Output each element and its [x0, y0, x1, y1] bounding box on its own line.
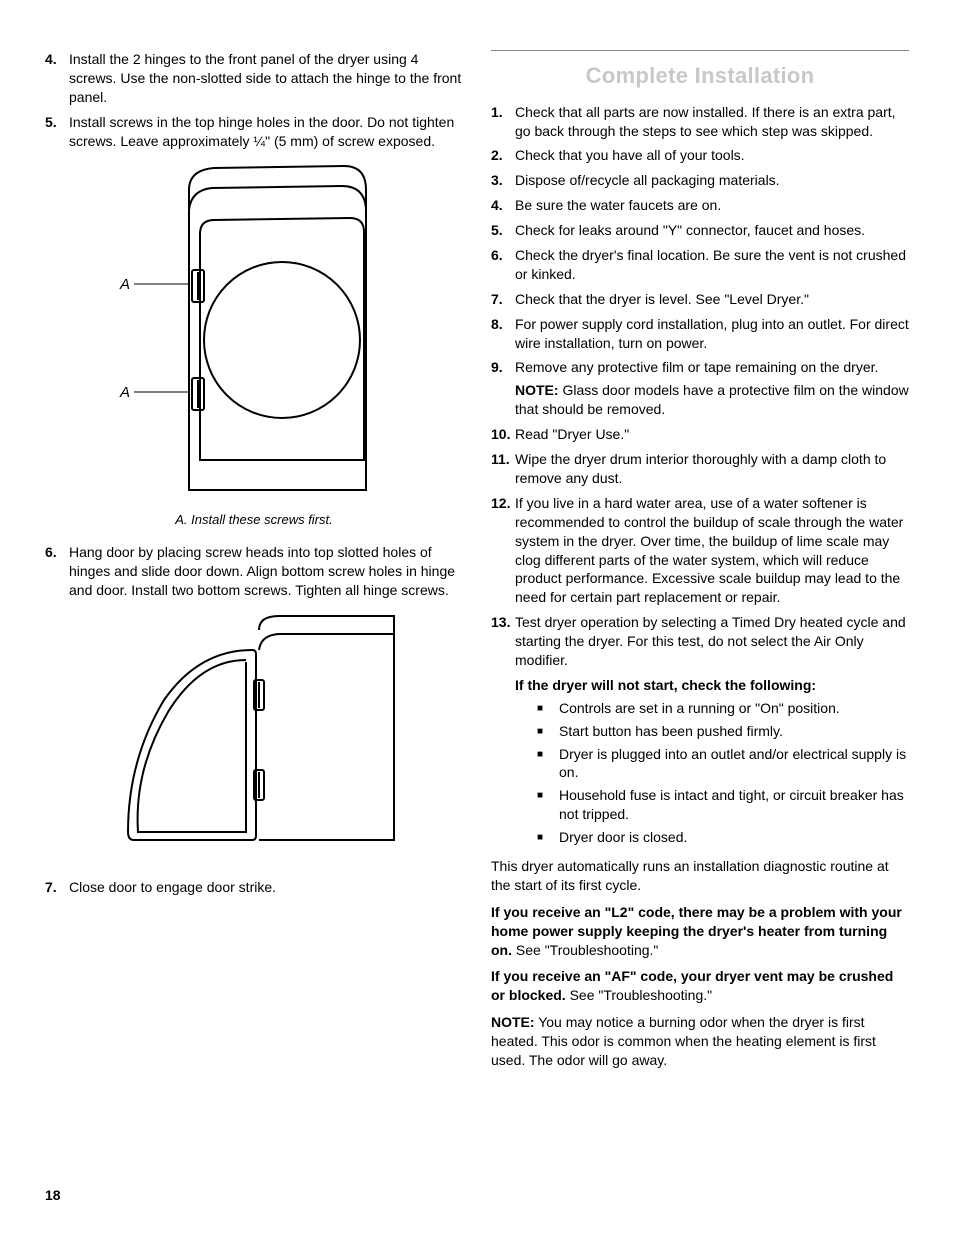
l2-rest: See "Troubleshooting."	[512, 942, 658, 958]
square-bullet-icon: ■	[537, 722, 559, 741]
note-text: You may notice a burning odor when the d…	[491, 1014, 876, 1068]
step-item: 10.Read "Dryer Use."	[491, 425, 909, 444]
step-item: 5.Install screws in the top hinge holes …	[45, 113, 463, 151]
dryer-door-hang-illustration	[104, 610, 404, 860]
square-bullet-icon: ■	[537, 786, 559, 824]
step-item: 13. Test dryer operation by selecting a …	[491, 613, 909, 851]
step-number: 6.	[45, 543, 69, 600]
step-9-note: NOTE: Glass door models have a protectiv…	[515, 381, 909, 419]
bullet-text: Dryer is plugged into an outlet and/or e…	[559, 745, 909, 783]
l2-code-note: If you receive an "L2" code, there may b…	[491, 903, 909, 960]
step-text: Dispose of/recycle all packaging materia…	[515, 171, 909, 190]
step-number: 11.	[491, 450, 515, 488]
step-item: 6.Hang door by placing screw heads into …	[45, 543, 463, 600]
step-text: Wipe the dryer drum interior thoroughly …	[515, 450, 909, 488]
step-text: Test dryer operation by selecting a Time…	[515, 613, 909, 851]
left-column: 4.Install the 2 hinges to the front pane…	[45, 50, 463, 1078]
step-number: 13.	[491, 613, 515, 851]
step-number: 4.	[491, 196, 515, 215]
divider	[491, 50, 909, 51]
af-rest: See "Troubleshooting."	[566, 987, 712, 1003]
step-number: 7.	[491, 290, 515, 309]
diagnostic-text: This dryer automatically runs an install…	[491, 857, 909, 895]
step-number: 6.	[491, 246, 515, 284]
bullet-text: Household fuse is intact and tight, or c…	[559, 786, 909, 824]
right-column: Complete Installation 1.Check that all p…	[491, 50, 909, 1078]
square-bullet-icon: ■	[537, 828, 559, 847]
final-note: NOTE: You may notice a burning odor when…	[491, 1013, 909, 1070]
step-item: 9. Remove any protective film or tape re…	[491, 358, 909, 419]
step-item: 4.Install the 2 hinges to the front pane…	[45, 50, 463, 107]
step-text: Check for leaks around "Y" connector, fa…	[515, 221, 909, 240]
step-item: 5.Check for leaks around "Y" connector, …	[491, 221, 909, 240]
step-number: 9.	[491, 358, 515, 419]
step-text: Read "Dryer Use."	[515, 425, 909, 444]
step-text: If you live in a hard water area, use of…	[515, 494, 909, 607]
step-item: 2.Check that you have all of your tools.	[491, 146, 909, 165]
dryer-front-illustration: A A	[104, 160, 404, 500]
bullet-item: ■Start button has been pushed firmly.	[537, 722, 909, 741]
step-9-text: Remove any protective film or tape remai…	[515, 358, 909, 377]
step-text: Check that all parts are now installed. …	[515, 103, 909, 141]
page-number: 18	[45, 1186, 61, 1205]
square-bullet-icon: ■	[537, 699, 559, 718]
note-label: NOTE:	[515, 382, 559, 398]
step-text: Check the dryer's final location. Be sur…	[515, 246, 909, 284]
step-item: 4.Be sure the water faucets are on.	[491, 196, 909, 215]
step-text: Install screws in the top hinge holes in…	[69, 113, 463, 151]
check-heading: If the dryer will not start, check the f…	[515, 676, 909, 695]
step-item: 12.If you live in a hard water area, use…	[491, 494, 909, 607]
bullet-item: ■Dryer door is closed.	[537, 828, 909, 847]
figure-hang-door	[45, 610, 463, 865]
step-13-text: Test dryer operation by selecting a Time…	[515, 613, 909, 670]
step-item: 7.Check that the dryer is level. See "Le…	[491, 290, 909, 309]
step-text: Install the 2 hinges to the front panel …	[69, 50, 463, 107]
step-item: 3.Dispose of/recycle all packaging mater…	[491, 171, 909, 190]
section-title: Complete Installation	[491, 61, 909, 91]
step-item: 8.For power supply cord installation, pl…	[491, 315, 909, 353]
step-number: 8.	[491, 315, 515, 353]
step-number: 12.	[491, 494, 515, 607]
note-label: NOTE:	[491, 1014, 535, 1030]
note-text: Glass door models have a protective film…	[515, 382, 909, 417]
page-columns: 4.Install the 2 hinges to the front pane…	[45, 50, 909, 1078]
figure-hinge-screws: A A A. Install these screws first.	[45, 160, 463, 528]
step-text: Close door to engage door strike.	[69, 878, 463, 897]
step-text: Check that you have all of your tools.	[515, 146, 909, 165]
step-text: Hang door by placing screw heads into to…	[69, 543, 463, 600]
step-item: 11.Wipe the dryer drum interior thorough…	[491, 450, 909, 488]
step-number: 7.	[45, 878, 69, 897]
bullet-text: Controls are set in a running or "On" po…	[559, 699, 840, 718]
step-number: 1.	[491, 103, 515, 141]
af-code-note: If you receive an "AF" code, your dryer …	[491, 967, 909, 1005]
step-number: 4.	[45, 50, 69, 107]
step-number: 5.	[45, 113, 69, 151]
square-bullet-icon: ■	[537, 745, 559, 783]
bullet-item: ■Dryer is plugged into an outlet and/or …	[537, 745, 909, 783]
step-item: 1.Check that all parts are now installed…	[491, 103, 909, 141]
step-item: 7.Close door to engage door strike.	[45, 878, 463, 897]
step-number: 5.	[491, 221, 515, 240]
bullet-text: Start button has been pushed firmly.	[559, 722, 783, 741]
step-text: Check that the dryer is level. See "Leve…	[515, 290, 909, 309]
label-a-top: A	[119, 276, 130, 293]
step-number: 2.	[491, 146, 515, 165]
step-item: 6.Check the dryer's final location. Be s…	[491, 246, 909, 284]
figure-caption: A. Install these screws first.	[45, 511, 463, 529]
bullet-item: ■Household fuse is intact and tight, or …	[537, 786, 909, 824]
label-a-bottom: A	[119, 384, 130, 401]
bullet-item: ■Controls are set in a running or "On" p…	[537, 699, 909, 718]
check-bullets: ■Controls are set in a running or "On" p…	[537, 699, 909, 847]
step-text: Remove any protective film or tape remai…	[515, 358, 909, 419]
step-number: 10.	[491, 425, 515, 444]
step-text: Be sure the water faucets are on.	[515, 196, 909, 215]
step-number: 3.	[491, 171, 515, 190]
step-text: For power supply cord installation, plug…	[515, 315, 909, 353]
bullet-text: Dryer door is closed.	[559, 828, 687, 847]
